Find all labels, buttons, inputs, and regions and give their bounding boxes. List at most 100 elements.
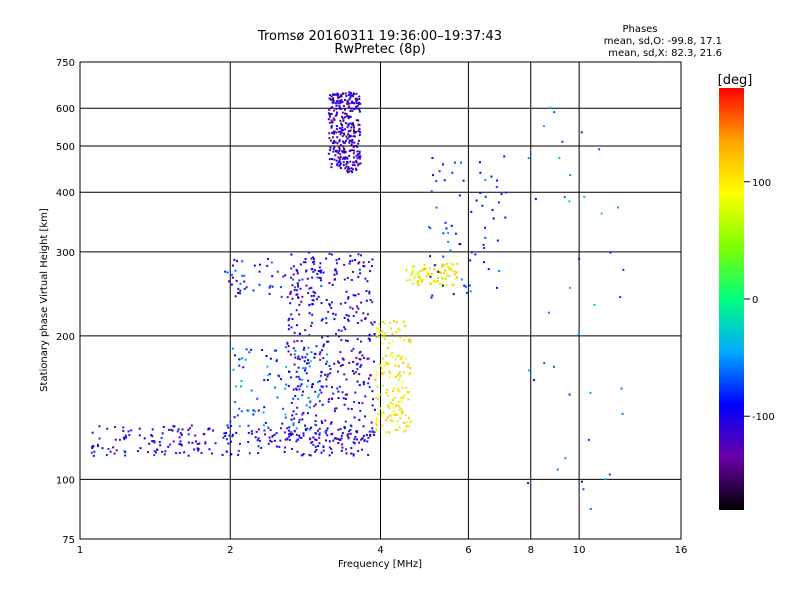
data-point <box>343 151 346 154</box>
x-axis-label: Frequency [MHz] <box>338 559 422 570</box>
data-point <box>309 360 312 363</box>
data-point <box>153 450 156 453</box>
data-point <box>432 174 435 177</box>
data-point <box>347 296 350 299</box>
data-point <box>336 162 339 165</box>
data-point <box>298 313 301 316</box>
data-point <box>295 387 298 390</box>
data-point <box>304 356 307 359</box>
data-point <box>124 454 127 457</box>
data-point <box>347 436 350 439</box>
data-point <box>143 437 146 440</box>
data-point <box>187 454 190 457</box>
data-point <box>319 351 322 354</box>
data-point <box>327 152 330 155</box>
data-point <box>339 130 342 133</box>
data-point <box>301 295 304 298</box>
data-point <box>167 445 170 448</box>
data-point <box>196 443 199 446</box>
data-point <box>369 298 372 301</box>
data-point <box>388 370 391 373</box>
data-point <box>389 414 392 417</box>
y-tick-label: 750 <box>56 58 75 69</box>
data-point <box>343 263 346 266</box>
data-point <box>342 104 345 107</box>
data-point <box>375 423 378 426</box>
data-point <box>107 447 110 450</box>
data-point <box>322 357 325 360</box>
data-point <box>318 380 321 383</box>
data-point <box>449 249 452 252</box>
data-point <box>238 358 241 361</box>
data-point <box>362 264 365 267</box>
data-point <box>338 335 341 338</box>
data-point <box>328 440 331 443</box>
data-point <box>154 451 157 454</box>
data-point <box>326 353 329 356</box>
data-point <box>549 106 552 109</box>
data-point <box>279 286 282 289</box>
data-point <box>310 286 313 289</box>
data-point <box>334 141 337 144</box>
data-point <box>344 92 347 95</box>
data-point <box>418 277 421 280</box>
data-point <box>390 419 393 422</box>
data-point <box>469 259 472 262</box>
data-point <box>365 289 368 292</box>
data-point <box>371 404 374 407</box>
data-point <box>459 243 462 246</box>
data-point <box>113 452 116 455</box>
data-point <box>293 286 296 289</box>
data-point <box>433 279 436 282</box>
data-point <box>358 441 361 444</box>
data-point <box>250 430 253 433</box>
data-point <box>401 410 404 413</box>
data-point <box>325 298 328 301</box>
data-point <box>264 433 267 436</box>
data-point <box>504 216 507 219</box>
data-point <box>350 167 353 170</box>
data-point <box>319 358 322 361</box>
data-point <box>296 438 299 441</box>
data-point <box>333 278 336 281</box>
data-point <box>297 283 300 286</box>
data-point <box>398 408 401 411</box>
data-point <box>333 437 336 440</box>
data-point <box>279 427 282 430</box>
data-point <box>257 445 260 448</box>
chart-title: Tromsø 20160311 19:36:00–19:37:43 <box>257 29 502 44</box>
data-point <box>322 271 325 274</box>
data-point <box>356 380 359 383</box>
data-point <box>350 170 353 173</box>
data-point <box>343 98 346 101</box>
data-point <box>318 433 321 436</box>
data-point <box>379 407 382 410</box>
grid-lines <box>80 62 681 539</box>
data-point <box>229 420 232 423</box>
stats-line-x: mean, sd,X: 82.3, 21.6 <box>608 48 722 59</box>
data-point <box>287 429 290 432</box>
data-point <box>92 445 95 448</box>
y-tick-label: 400 <box>56 188 75 199</box>
data-point <box>338 146 341 149</box>
data-point <box>429 275 432 278</box>
data-point <box>167 428 170 431</box>
data-point <box>302 367 305 370</box>
data-point <box>319 270 322 273</box>
data-point <box>378 363 381 366</box>
data-point <box>407 416 410 419</box>
data-point <box>237 287 240 290</box>
data-point <box>295 289 298 292</box>
data-point <box>418 274 421 277</box>
data-point <box>343 132 346 135</box>
data-point <box>484 236 487 239</box>
data-point <box>397 365 400 368</box>
data-point <box>577 333 580 336</box>
data-point <box>355 144 358 147</box>
data-point <box>330 301 333 304</box>
data-point <box>381 357 384 360</box>
data-point <box>335 100 338 103</box>
data-point <box>398 406 401 409</box>
data-point <box>278 445 281 448</box>
data-point <box>479 171 482 174</box>
